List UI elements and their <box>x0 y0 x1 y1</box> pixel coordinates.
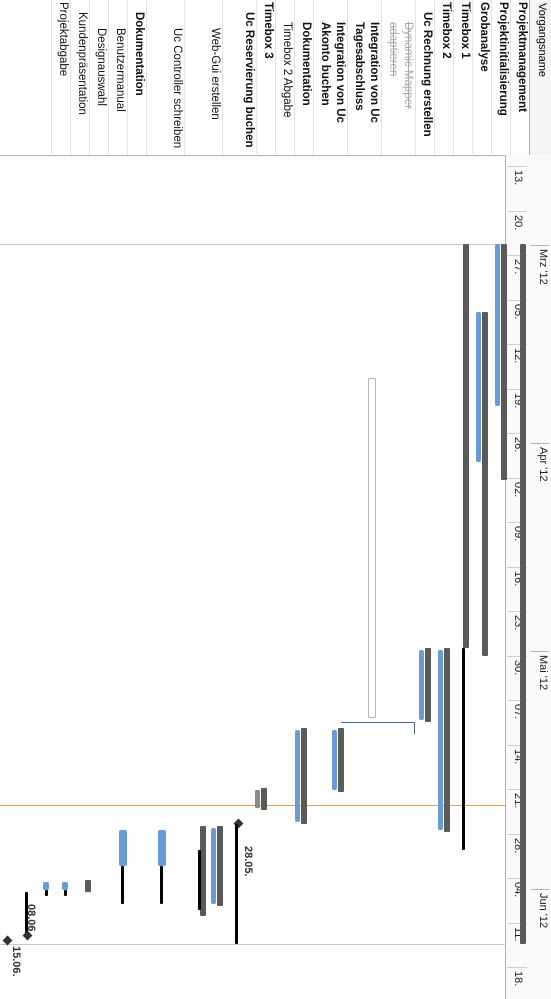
project-end-line <box>0 944 506 945</box>
task-row-grobanalyse[interactable]: Grobanalyse <box>472 0 492 157</box>
task-row-uc-controller-schreiben[interactable]: Uc Controller schreiben <box>146 0 185 155</box>
task-label: Kundenpräsentation <box>76 12 88 115</box>
task-label: Dynamic Mapper adaptieren <box>387 22 414 109</box>
task-label: Projektabgabe <box>57 2 69 77</box>
bar-projektinitialisierung[interactable] <box>501 244 507 480</box>
month-label: Apr '12 <box>531 443 549 482</box>
bar-integration-tagesabschluss[interactable] <box>338 728 344 792</box>
task-label: Grobanalyse <box>478 2 490 72</box>
task-label: Dokumentation <box>133 12 145 96</box>
dependency-link <box>341 722 415 723</box>
month-label: Jun '12 <box>531 889 549 929</box>
bar-timebox-1-progress <box>462 648 465 850</box>
bar-integration-tagesabschluss-progress <box>332 730 337 790</box>
week-label: 20. <box>507 211 527 231</box>
bar-web-gui-progress <box>160 866 163 904</box>
task-label: Projektinitialisierung <box>497 2 509 116</box>
task-label: Timebox 3 <box>262 2 274 59</box>
project-start-line <box>0 244 506 245</box>
milestone-label: 08.06. <box>25 904 37 935</box>
bar-uc-rechnung[interactable] <box>425 648 431 722</box>
status-date-line <box>0 805 506 806</box>
task-label: Designauswahl <box>95 28 107 106</box>
task-row-timebox-3[interactable]: Timebox 3 <box>256 0 276 157</box>
week-label: 13. <box>507 166 527 186</box>
bar-timebox-3-progress <box>211 828 216 904</box>
bar-uc-controller[interactable] <box>119 830 127 866</box>
task-row-timebox-2-abgabe[interactable]: Timebox 2 Abgabe <box>275 0 295 155</box>
month-label: Mrz '12 <box>531 245 549 285</box>
task-label: Projektmanagement <box>516 2 528 112</box>
task-label: Integration von Uc Tagesabschluss <box>353 22 380 123</box>
bar-dokumentation-tb3[interactable] <box>85 880 91 892</box>
bar-designauswahl-progress <box>45 890 48 896</box>
task-label: Web-Gui erstellen <box>209 28 221 120</box>
task-row-projektmanagement[interactable]: Projektmanagement <box>510 0 530 157</box>
bar-timebox-1[interactable] <box>463 244 469 648</box>
bar-benutzermanual-progress <box>64 890 67 896</box>
task-row-integration-tagesabschluss[interactable]: Integration von Uc Tagesabschluss <box>347 0 382 155</box>
bar-benutzermanual[interactable] <box>62 882 68 890</box>
task-row-designauswahl[interactable]: Designauswahl <box>89 0 109 155</box>
task-row-timebox-1[interactable]: Timebox 1 <box>453 0 473 157</box>
bar-projektinitialisierung-progress <box>495 244 500 406</box>
bar-timebox-2[interactable] <box>444 648 450 832</box>
task-label: Uc Reservierung buchen <box>243 12 255 148</box>
task-row-dokumentation-tb3[interactable]: Dokumentation <box>127 0 147 155</box>
week-label: 18. <box>507 967 527 987</box>
bar-projektmanagement[interactable] <box>520 244 526 944</box>
task-row-projektinitialisierung[interactable]: Projektinitialisierung <box>491 0 511 157</box>
task-row-dynamic-mapper[interactable]: Dynamic Mapper adaptieren <box>381 0 416 155</box>
bar-dynamic-mapper[interactable] <box>368 378 376 718</box>
bar-grobanalyse-progress <box>476 312 481 462</box>
bar-integration-akonto-progress <box>295 730 300 822</box>
bar-web-gui[interactable] <box>158 830 166 866</box>
task-row-benutzermanual[interactable]: Benutzermanual <box>108 0 128 155</box>
dependency-link <box>414 722 415 734</box>
task-label: Integration von Uc Akonto buchen <box>319 22 346 123</box>
bar-grobanalyse[interactable] <box>482 312 488 656</box>
task-label: Timebox 1 <box>459 2 471 59</box>
task-row-uc-reservierung-buchen[interactable]: Uc Reservierung buchen <box>222 0 257 155</box>
column-header-label: Vorgangsname <box>536 3 548 77</box>
task-row-dokumentation-tb2[interactable]: Dokumentation <box>294 0 314 155</box>
bar-uc-reservierung-progress <box>198 850 201 910</box>
column-header-vorgangsname[interactable]: Vorgangsname <box>529 0 551 156</box>
task-row-timebox-2[interactable]: Timebox 2 <box>434 0 454 157</box>
task-label: Uc Rechnung erstellen <box>421 12 433 137</box>
bar-uc-rechnung-progress <box>419 650 424 720</box>
milestone-label: 28.05. <box>242 846 254 877</box>
task-label: Benutzermanual <box>114 28 126 112</box>
milestone-label: 15.06. <box>10 946 22 977</box>
bar-timebox-3-progress-line <box>235 824 238 944</box>
bar-integration-akonto[interactable] <box>301 728 307 824</box>
task-row-integration-akonto[interactable]: Integration von Uc Akonto buchen <box>313 0 348 155</box>
task-name-column: Projektmanagement Projektinitialisierung… <box>0 0 530 157</box>
task-row-uc-rechnung-erstellen[interactable]: Uc Rechnung erstellen <box>415 0 435 155</box>
bar-dokumentation-tb2[interactable] <box>261 788 267 810</box>
task-label: Timebox 2 <box>440 2 452 59</box>
task-label: Timebox 2 Abgabe <box>281 22 293 118</box>
bar-uc-controller-progress <box>121 866 124 904</box>
task-label: Uc Controller schreiben <box>171 28 183 149</box>
bar-dokumentation-tb2-progress <box>255 790 260 808</box>
timescale-header: Mrz '12 Apr '12 Mai '12 Jun '12 13. 20. … <box>505 155 551 999</box>
task-row-kundenpraesentation[interactable]: Kundenpräsentation <box>70 0 90 155</box>
bar-timebox-2-progress <box>438 650 443 830</box>
task-label: Dokumentation <box>300 22 312 106</box>
bar-designauswahl[interactable] <box>43 882 49 890</box>
bar-timebox-3[interactable] <box>217 826 223 906</box>
task-row-web-gui-erstellen[interactable]: Web-Gui erstellen <box>184 0 223 155</box>
month-label: Mai '12 <box>531 651 549 691</box>
task-row-projektabgabe[interactable]: Projektabgabe <box>51 0 71 157</box>
